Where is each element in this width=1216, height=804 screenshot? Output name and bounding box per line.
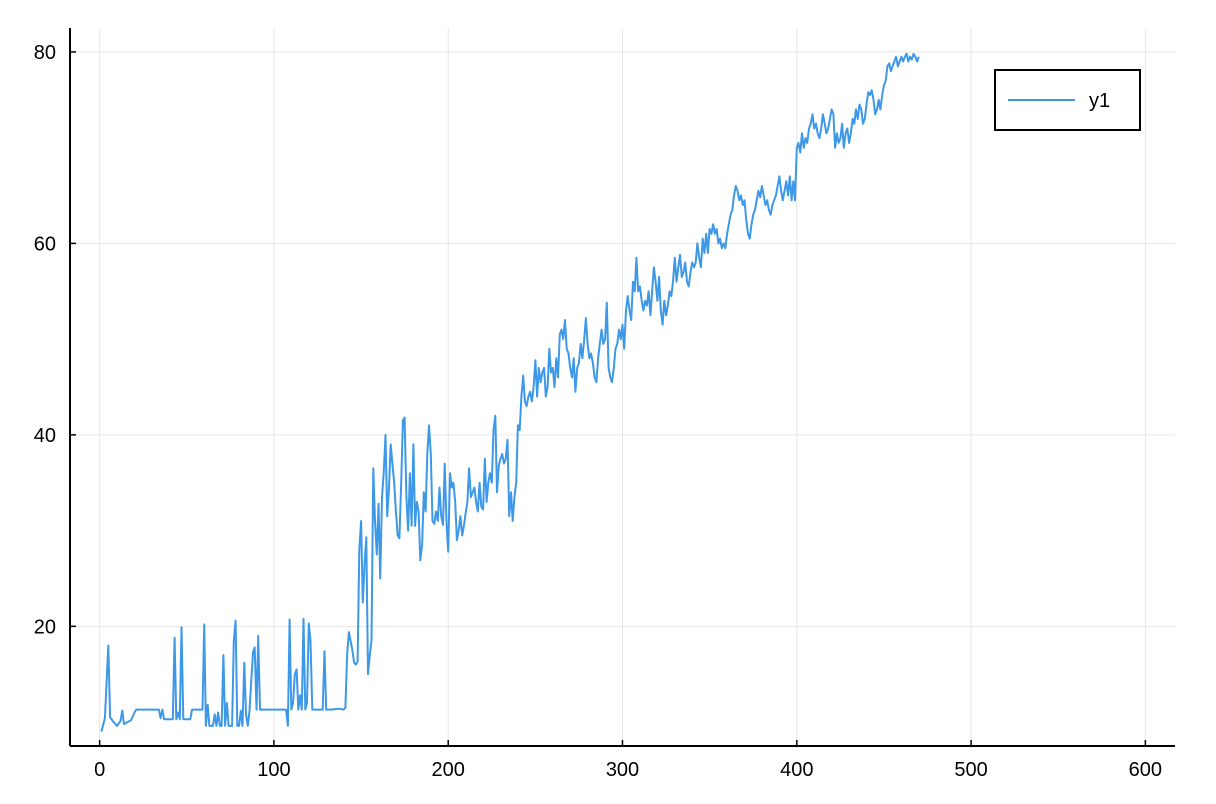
y-tick-label: 40	[34, 425, 56, 447]
x-tick-label: 600	[1129, 759, 1162, 781]
y-tick-label: 80	[34, 42, 56, 64]
legend: y1	[994, 69, 1141, 131]
x-tick-label: 400	[780, 759, 813, 781]
x-tick-label: 100	[257, 759, 290, 781]
x-tick-label: 300	[606, 759, 639, 781]
y-tick-label: 20	[34, 616, 56, 638]
x-tick-label: 0	[94, 759, 105, 781]
legend-label-y1: y1	[1089, 90, 1110, 112]
y-tick-label: 60	[34, 233, 56, 255]
x-tick-label: 200	[432, 759, 465, 781]
x-tick-label: 500	[954, 759, 987, 781]
series-line-y1	[100, 52, 920, 732]
grid-lines	[70, 28, 1175, 746]
series-layer	[100, 52, 920, 732]
tick-labels: 0 100 200 300 400 500 600 20 40 60 80	[34, 42, 1162, 781]
